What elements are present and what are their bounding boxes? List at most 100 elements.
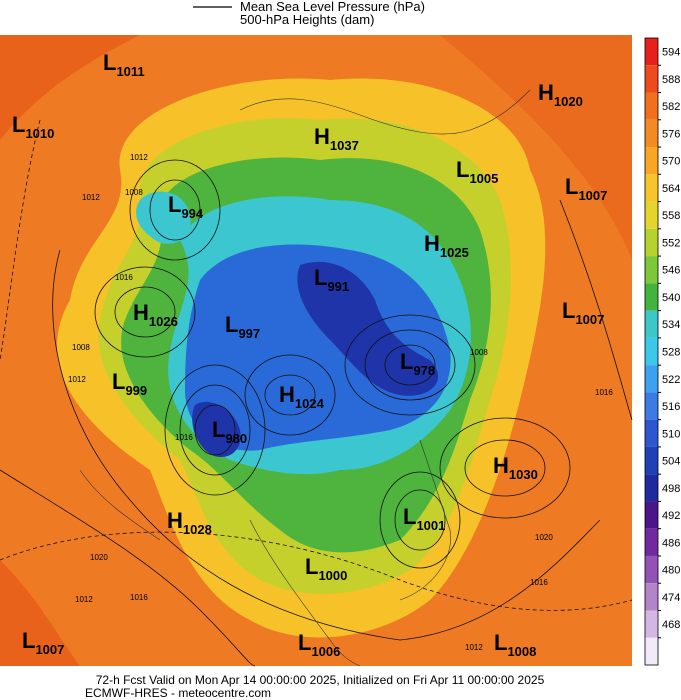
- center-type: L: [298, 630, 311, 655]
- colorbar-cell: [645, 474, 658, 502]
- center-value: 1007: [578, 188, 607, 203]
- contour-label: 1020: [535, 533, 553, 542]
- pressure-center: H1030: [493, 453, 538, 482]
- pressure-center: L1007: [562, 298, 604, 327]
- colorbar-label: 582: [662, 101, 680, 113]
- pressure-center: L1007: [22, 628, 64, 657]
- center-value: 994: [181, 206, 203, 221]
- colorbar-cell: [645, 365, 658, 393]
- center-type: L: [314, 265, 327, 290]
- contour-label: 1016: [115, 273, 133, 282]
- center-value: 1001: [416, 518, 445, 533]
- colorbar-top: [645, 38, 658, 66]
- pressure-center: L1000: [305, 554, 347, 583]
- contour-label: 1012: [130, 153, 148, 162]
- center-type: H: [314, 124, 330, 149]
- center-type: L: [305, 554, 318, 579]
- pressure-center: L999: [112, 369, 147, 398]
- legend-mslp: Mean Sea Level Pressure (hPa): [240, 0, 425, 14]
- colorbar-label: 546: [662, 265, 680, 277]
- colorbar-label: 588: [662, 74, 680, 86]
- center-type: L: [168, 192, 181, 217]
- contour-label: 1012: [75, 595, 93, 604]
- colorbar-cell: [645, 583, 658, 611]
- center-type: L: [456, 157, 469, 182]
- colorbar-label: 570: [662, 156, 680, 168]
- center-type: L: [22, 628, 35, 653]
- contour-label: 1012: [68, 375, 86, 384]
- center-type: L: [400, 349, 413, 374]
- legend-heights: 500-hPa Heights (dam): [240, 12, 374, 27]
- colorbar-label: 486: [662, 537, 680, 549]
- colorbar-label: 552: [662, 237, 680, 249]
- pressure-center: L991: [314, 265, 349, 294]
- center-type: H: [538, 80, 554, 105]
- colorbar-label: 474: [662, 592, 680, 604]
- center-type: H: [133, 300, 149, 325]
- contour-label: 1012: [82, 193, 100, 202]
- pressure-center: H1037: [314, 124, 359, 153]
- colorbar-label: 468: [662, 619, 680, 631]
- colorbar-cell: [645, 65, 658, 93]
- contour-label: 1016: [175, 433, 193, 442]
- blue-field: [185, 244, 451, 451]
- colorbar-cell: [645, 501, 658, 529]
- colorbar-cell: [645, 201, 658, 229]
- contour-label: 1016: [530, 578, 548, 587]
- center-value: 999: [125, 383, 147, 398]
- footer-source: ECMWF-HRES - meteocentre.com: [85, 686, 271, 700]
- pressure-center: H1020: [538, 80, 583, 109]
- colorbar-cell: [645, 337, 658, 366]
- colorbar-label: 510: [662, 428, 680, 440]
- center-value: 1010: [25, 126, 54, 141]
- dark-field: [0, 35, 140, 140]
- colorbar-frame: [644, 37, 659, 666]
- isobars: [0, 119, 633, 667]
- coastlines: [79, 89, 531, 667]
- contour-label: 1008: [470, 348, 488, 357]
- pressure-center: L980: [212, 417, 247, 446]
- center-value: 1028: [183, 522, 212, 537]
- pressure-center: H1025: [424, 231, 469, 260]
- colorbar-label: 516: [662, 401, 680, 413]
- colorbar-label: 528: [662, 347, 680, 359]
- center-value: 997: [238, 326, 260, 341]
- colorbar-label: 594: [662, 47, 680, 59]
- center-value: 1030: [509, 467, 538, 482]
- contour-label: 1016: [130, 593, 148, 602]
- center-type: L: [565, 174, 578, 199]
- contour-label: 1008: [125, 188, 143, 197]
- center-value: 1011: [116, 64, 144, 79]
- map-area: [0, 35, 633, 667]
- center-value: 1025: [440, 245, 469, 260]
- center-value: 980: [225, 431, 247, 446]
- center-value: 1008: [507, 644, 536, 659]
- colorbar-cell: [645, 419, 658, 447]
- colorbar-label: 540: [662, 292, 680, 304]
- center-value: 1026: [149, 314, 178, 329]
- pressure-center: L1005: [456, 157, 498, 186]
- center-value: 1007: [575, 312, 604, 327]
- pressure-center: H1026: [133, 300, 178, 329]
- colorbar-cell: [645, 446, 658, 475]
- center-type: L: [103, 50, 116, 75]
- pressure-center: L978: [400, 349, 435, 378]
- colorbar-cell: [645, 528, 658, 556]
- pressure-center: L1011: [103, 50, 145, 79]
- colorbar-cell: [645, 174, 658, 202]
- colorbar-cell: [645, 147, 658, 175]
- center-type: L: [562, 298, 575, 323]
- pressure-center: L1010: [12, 112, 54, 141]
- center-value: 1000: [318, 568, 347, 583]
- colorbar-label: 558: [662, 210, 680, 222]
- colorbar-label: 504: [662, 456, 680, 468]
- pressure-center: H1024: [279, 382, 325, 411]
- deep-blue-field: [297, 261, 439, 396]
- contour-label: 1008: [72, 343, 90, 352]
- center-type: L: [403, 504, 416, 529]
- dark-field: [0, 560, 80, 666]
- center-value: 1005: [469, 171, 498, 186]
- center-type: L: [225, 312, 238, 337]
- contour-label: 1016: [595, 388, 613, 397]
- center-type: L: [112, 369, 125, 394]
